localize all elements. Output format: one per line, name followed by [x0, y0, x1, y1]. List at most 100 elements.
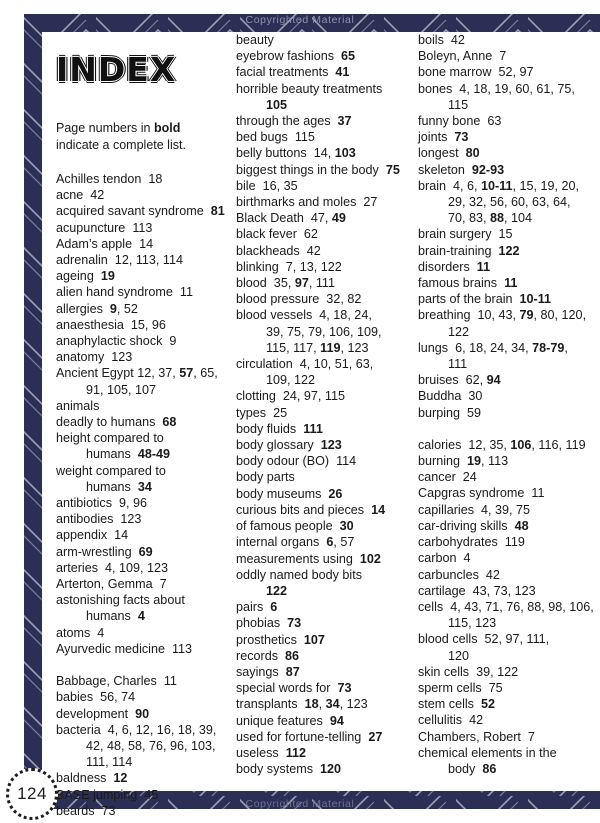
entry-list-1: Achilles tendon 18 acne 42 acquired savant…: [56, 171, 236, 819]
bold-page-ref: 26: [328, 486, 343, 501]
index-entry: alien hand syndrome 11: [56, 284, 236, 300]
entry-text: bacteria 4, 6, 12, 16, 18, 39,: [56, 722, 217, 737]
index-entry: types 25: [236, 405, 418, 421]
entry-text: Adam’s apple 14: [56, 236, 154, 251]
index-entry: Ancient Egypt 12, 37, 57, 65, 91, 105, 10…: [56, 365, 236, 397]
index-columns: Page numbers in bold indicate a complete…: [56, 32, 600, 819]
entry-text: circulation 4, 10, 51, 63,: [236, 357, 374, 372]
entry-text: through the ages: [236, 114, 338, 129]
bold-page-ref: 6: [326, 535, 334, 550]
entry-continuation: 42, 48, 58, 76, 96, 103,: [86, 738, 216, 753]
entry-text: Chambers, Robert 7: [418, 729, 535, 744]
entry-text: Boleyn, Anne 7: [418, 49, 507, 64]
entry-text: breathing 10, 43,: [418, 308, 520, 323]
entry-text: , 123: [340, 340, 369, 355]
bold-page-ref: 73: [454, 130, 469, 145]
entry-continuation: 70, 83, 88, 104: [418, 210, 596, 226]
index-entry: appendix 14: [56, 527, 236, 543]
page-number: 124: [17, 784, 47, 803]
entry-gap: [56, 657, 236, 673]
entry-text: , 113: [481, 454, 509, 469]
index-entry: allergies 9, 52: [56, 301, 236, 317]
entry-text: animals: [56, 398, 100, 413]
entry-text: antibiotics 9, 96: [56, 496, 148, 511]
index-entry: anaesthesia 15, 96: [56, 317, 236, 333]
entry-text: atoms 4: [56, 625, 105, 640]
index-column-3: boils 42 Boleyn, Anne 7 bone marrow 52, 97…: [418, 32, 596, 819]
index-entry: beards 73: [56, 803, 236, 819]
bold-page-ref: 88: [490, 211, 505, 226]
entry-continuation: 122: [448, 324, 470, 339]
index-entry: anatomy 123: [56, 349, 236, 365]
entry-text: blood 35,: [236, 276, 295, 291]
index-entry: blackheads 42: [236, 243, 418, 259]
entry-text: bones 4, 18, 19, 60, 61, 75,: [418, 81, 575, 96]
index-entry: blinking 7, 13, 122: [236, 259, 418, 275]
index-entry: car-driving skills 48: [418, 518, 596, 534]
entry-continuation: 105: [236, 97, 418, 113]
bold-page-ref: 41: [335, 65, 350, 80]
bold-page-ref: 73: [337, 681, 352, 696]
index-entry: transplants 18, 34, 123: [236, 696, 418, 712]
bold-page-ref: 57: [179, 366, 194, 381]
entry-text: , 111: [308, 276, 335, 291]
bold-page-ref: 119: [320, 340, 341, 355]
index-entry: skeleton 92-93: [418, 162, 596, 178]
entry-text: anaesthesia 15, 96: [56, 317, 166, 332]
index-entry: animals: [56, 398, 236, 414]
entry-continuation: 111, 114: [86, 755, 133, 770]
index-entry: brain surgery 15: [418, 226, 596, 242]
page-title: INDEX: [56, 50, 177, 89]
index-entry: cartilage 43, 73, 123: [418, 583, 596, 599]
index-entry: brain 4, 6, 10-11, 15, 19, 20, 29, 32, 56…: [418, 178, 596, 227]
index-entry: calories 12, 35, 106, 116, 119: [418, 437, 596, 453]
index-entry: chemical elements in the body 86: [418, 745, 596, 777]
entry-text: appendix 14: [56, 528, 129, 543]
index-entry: development 90: [56, 706, 236, 722]
bold-page-ref: 14: [371, 502, 386, 517]
index-entry: facial treatments 41: [236, 64, 418, 80]
entry-text: Buddha 30: [418, 389, 483, 404]
bold-page-ref: 4: [137, 609, 145, 624]
index-entry: stem cells 52: [418, 696, 596, 712]
entry-text: Achilles tendon 18: [56, 172, 163, 186]
index-entry: Black Death 47, 49: [236, 210, 418, 226]
entry-text: funny bone 63: [418, 114, 502, 129]
index-entry: Chambers, Robert 7: [418, 729, 596, 745]
index-entry: capillaries 4, 39, 75: [418, 502, 596, 518]
entry-text: humans: [86, 609, 138, 624]
entry-text: stem cells: [418, 697, 481, 712]
entry-text: birthmarks and moles 27: [236, 195, 378, 210]
index-entry: sperm cells 75: [418, 680, 596, 696]
bold-page-ref: 12: [113, 771, 128, 786]
index-entry: funny bone 63: [418, 113, 596, 129]
entry-list-2: beauty eyebrow fashions 65 facial treatmen…: [236, 32, 418, 777]
bold-page-ref: 19: [100, 269, 115, 284]
entry-continuation: humans 4: [56, 608, 236, 624]
entry-text: types 25: [236, 405, 288, 420]
entry-text: oddly named body bits: [236, 567, 363, 582]
index-entry: unique features 94: [236, 713, 418, 729]
bold-page-ref: 75: [385, 162, 400, 177]
bold-page-ref: 30: [339, 519, 354, 534]
entry-text: clotting 24, 97, 115: [236, 389, 345, 404]
index-entry: arm-wrestling 69: [56, 544, 236, 560]
entry-text: blackheads 42: [236, 243, 321, 258]
index-entry: body museums 26: [236, 486, 418, 502]
bold-page-ref: 9: [109, 301, 117, 316]
index-entry: babies 56, 74: [56, 689, 236, 705]
entry-text: skin cells 39, 122: [418, 664, 519, 679]
bold-page-ref: 11: [504, 276, 518, 291]
index-entry: belly buttons 14, 103: [236, 145, 418, 161]
index-entry: famous brains 11: [418, 275, 596, 291]
index-entry: biggest things in the body 75: [236, 162, 418, 178]
entry-continuation: 115: [448, 97, 469, 112]
entry-text: 70, 83,: [448, 211, 491, 226]
index-entry: burning 19, 113: [418, 453, 596, 469]
index-entry: prosthetics 107: [236, 632, 418, 648]
entry-text: development: [56, 706, 136, 721]
bold-page-ref: 34: [137, 479, 152, 494]
index-entry: cancer 24: [418, 469, 596, 485]
entry-text: body odour (BO) 114: [236, 454, 357, 469]
entry-text: body fluids: [236, 421, 304, 436]
